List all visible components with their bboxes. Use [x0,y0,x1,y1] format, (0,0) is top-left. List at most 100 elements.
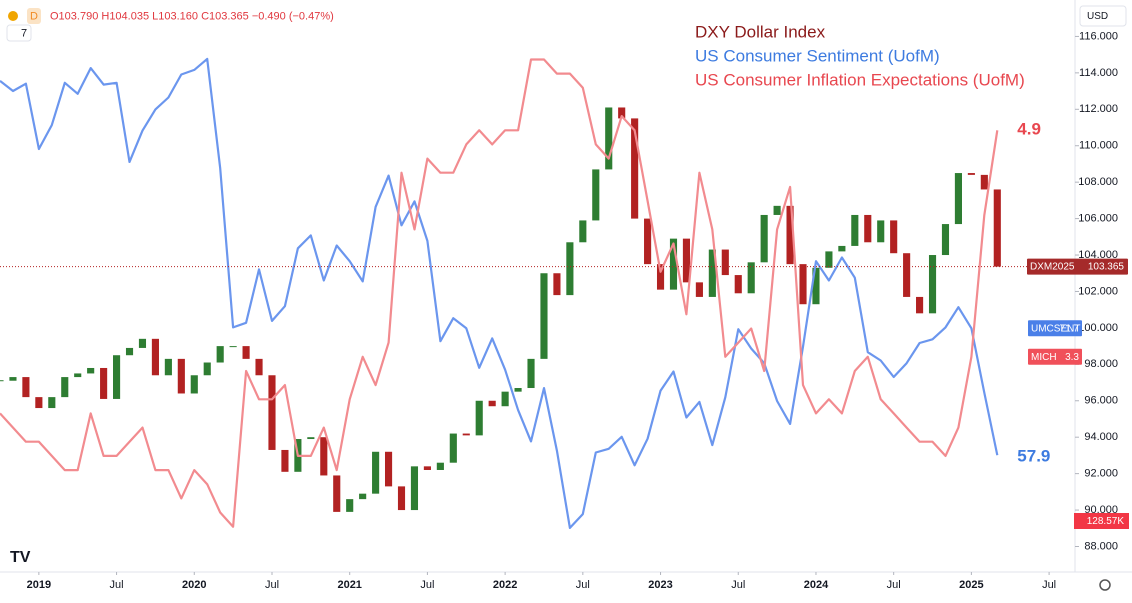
x-tick-label: Jul [731,579,745,591]
candle [242,346,250,359]
volume-tag [1074,513,1129,529]
price-tag-value: 71.7 [1060,323,1080,334]
annotation: 4.9 [1017,120,1041,139]
candle [397,486,406,511]
series-line [0,58,999,528]
candle [87,367,95,374]
candle [410,466,419,511]
logo[interactable]: TV [10,549,31,566]
candle [825,251,833,268]
candle [372,451,380,494]
candle [281,449,289,472]
candle [423,466,431,470]
candle [514,388,522,392]
candle [851,214,859,246]
candle [9,377,17,381]
y-tick-label: 94.000 [1084,431,1118,443]
x-tick-label: Jul [265,579,279,591]
candle [462,433,470,436]
y-tick-label: 114.000 [1079,67,1118,79]
candle [138,338,147,348]
candle [890,220,898,254]
volume-tag-label: 128.57K [1087,516,1125,527]
candle [605,107,613,170]
indicator-count[interactable]: 7 [21,27,27,39]
candle [475,400,483,436]
y-tick-label: 100.000 [1078,322,1118,334]
candle [799,264,807,305]
candle [359,493,367,500]
x-tick-label: 2021 [337,579,361,591]
indicator-toggle[interactable] [6,24,32,42]
candle [838,245,846,252]
x-tick-label: Jul [1042,579,1056,591]
candle [773,205,781,215]
candle [993,189,1001,267]
candle [579,220,587,243]
candle [100,367,108,399]
candle [22,377,30,398]
y-tick-label: 98.000 [1084,358,1118,370]
x-tick-label: 2023 [648,579,672,591]
currency[interactable]: USD [1087,11,1108,22]
candle [48,397,56,409]
candle [488,400,496,407]
candle [203,362,211,376]
candle [566,242,574,296]
x-tick-label: Jul [576,579,590,591]
candle [618,107,626,119]
candle [695,282,703,297]
y-tick-label: 96.000 [1084,395,1118,407]
candle [877,220,885,243]
candle [644,218,652,265]
ohlc: O103.790 H104.035 L103.160 C103.365 −0.4… [50,10,334,22]
candle [786,205,794,265]
price-tag-value: 3.3 [1065,352,1079,363]
candle [74,373,82,378]
y-tick-label: 102.000 [1078,285,1118,297]
candle [255,358,263,376]
currency-button[interactable] [1079,5,1127,27]
x-tick-label: 2022 [493,579,517,591]
candle [229,346,237,348]
candle [190,375,198,394]
candle [307,437,315,440]
price-tag-name: DXM2025 [1030,262,1075,273]
candle [967,173,975,175]
x-tick-label: Jul [420,579,434,591]
y-tick-label: 106.000 [1078,213,1118,225]
plot [0,57,1075,529]
candle [125,347,134,356]
candle [501,391,509,407]
candle [346,499,354,512]
candle [721,249,729,276]
candle [631,118,639,219]
legend-entry: US Consumer Inflation Expectations (UofM… [695,70,1025,89]
candle [864,214,872,243]
y-tick-label: 104.000 [1078,249,1118,261]
price-tag [1028,320,1082,337]
candle [527,358,535,389]
candle [384,451,393,487]
y-tick-label: 116.000 [1079,30,1118,42]
candle [747,262,755,294]
settings[interactable] [1099,579,1111,591]
candle [61,377,69,398]
candle [682,238,691,283]
y-tick-label: 108.000 [1078,176,1118,188]
y-tick-label: 112.000 [1079,103,1118,115]
candle [164,358,172,376]
y-tick-label: 90.000 [1084,504,1118,516]
candle [436,462,444,470]
price-tag [1028,348,1082,365]
candle [980,174,988,190]
price-tag-value: 103.365 [1088,262,1125,273]
badge-bg [27,8,41,24]
price-tag-name: UMCSENT [1031,323,1080,334]
candle [113,355,121,399]
candle [333,475,341,512]
price-tag [1027,258,1128,275]
candle [656,264,665,290]
legend-entry: US Consumer Sentiment (UofM) [695,46,940,65]
